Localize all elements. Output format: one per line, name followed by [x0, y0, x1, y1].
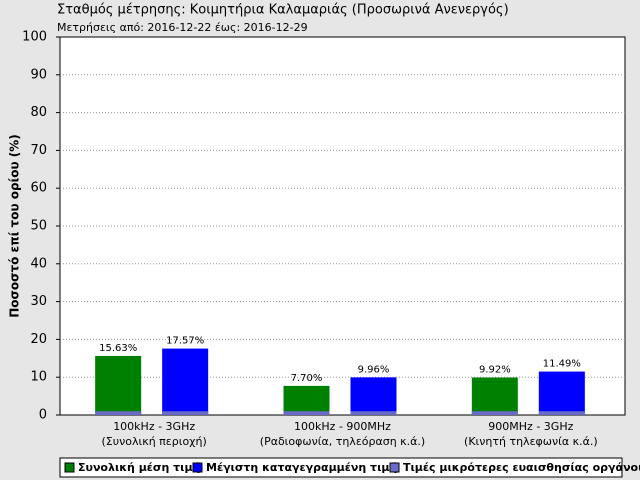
- x-tick-label: (Ραδιοφωνία, τηλεόραση κ.ά.): [260, 435, 425, 448]
- bar: [471, 377, 518, 415]
- bar: [95, 355, 142, 415]
- sensitivity-bar: [95, 411, 142, 415]
- value-label: 7.70%: [291, 373, 323, 384]
- sensitivity-bar: [471, 411, 518, 415]
- y-tick-label: 20: [30, 332, 47, 347]
- value-label: 11.49%: [543, 359, 581, 370]
- legend-swatch: [64, 462, 75, 473]
- legend-swatch: [192, 462, 203, 473]
- x-tick-label: 100kHz - 3GHz: [113, 420, 195, 433]
- x-tick-label: 100kHz - 900MHz: [294, 420, 391, 433]
- value-label: 9.92%: [479, 365, 511, 376]
- legend-label: Τιμές μικρότερες ευαισθησίας οργάνου: [403, 461, 640, 474]
- sensitivity-bar: [162, 411, 209, 415]
- legend-label: Μέγιστη καταγεγραμμένη τιμή: [206, 461, 397, 474]
- y-tick-label: 30: [30, 294, 47, 309]
- y-tick-label: 50: [30, 219, 47, 234]
- bar: [350, 377, 397, 415]
- sensitivity-bar: [283, 411, 330, 415]
- value-label: 17.57%: [166, 336, 204, 347]
- sensitivity-bar: [350, 411, 397, 415]
- y-tick-label: 0: [39, 408, 47, 423]
- y-tick-label: 40: [30, 256, 47, 271]
- y-tick-label: 10: [30, 370, 47, 385]
- y-tick-label: 70: [30, 143, 47, 158]
- legend-label: Συνολική μέση τιμή: [78, 461, 200, 474]
- y-tick-label: 80: [30, 105, 47, 120]
- y-tick-label: 100: [22, 30, 47, 45]
- chart-subtitle: Μετρήσεις από: 2016-12-22 έως: 2016-12-2…: [57, 21, 308, 34]
- bar: [538, 371, 585, 415]
- legend-swatch: [389, 462, 400, 473]
- value-label: 9.96%: [358, 364, 390, 375]
- value-label: 15.63%: [99, 343, 137, 354]
- chart-title: Σταθμός μέτρησης: Κοιμητήρια Καλαμαριάς …: [57, 3, 509, 18]
- bar: [162, 348, 209, 415]
- y-tick-label: 90: [30, 67, 47, 82]
- y-axis-label: Ποσοστό επί του ορίου (%): [8, 134, 22, 318]
- y-tick-label: 60: [30, 181, 47, 196]
- bar: [283, 385, 330, 415]
- x-tick-label: (Συνολική περιοχή): [102, 435, 207, 448]
- x-tick-label: 900MHz - 3GHz: [488, 420, 573, 433]
- x-tick-label: (Κινητή τηλεφωνία κ.ά.): [464, 435, 598, 448]
- sensitivity-bar: [538, 411, 585, 415]
